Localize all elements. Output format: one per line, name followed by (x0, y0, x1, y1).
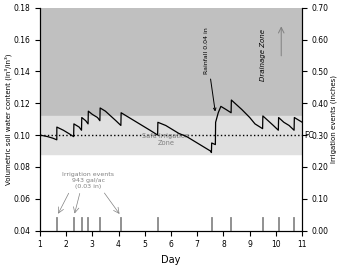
Text: Safe Irrigation
Zone: Safe Irrigation Zone (142, 133, 189, 146)
Bar (40, 8, 302, 116)
Text: Irrigation events
943 gal/ac
(0.03 in): Irrigation events 943 gal/ac (0.03 in) (62, 172, 114, 189)
Y-axis label: Volumetric soil water content (in³/in³): Volumetric soil water content (in³/in³) (4, 53, 12, 185)
Bar (40, 116, 302, 154)
Y-axis label: Irrigation events (inches): Irrigation events (inches) (330, 75, 337, 163)
Text: FC: FC (304, 130, 314, 140)
X-axis label: Day: Day (161, 255, 181, 265)
Text: Rainfall 0.04 in: Rainfall 0.04 in (204, 27, 216, 111)
Text: Drainage Zone: Drainage Zone (260, 29, 266, 82)
